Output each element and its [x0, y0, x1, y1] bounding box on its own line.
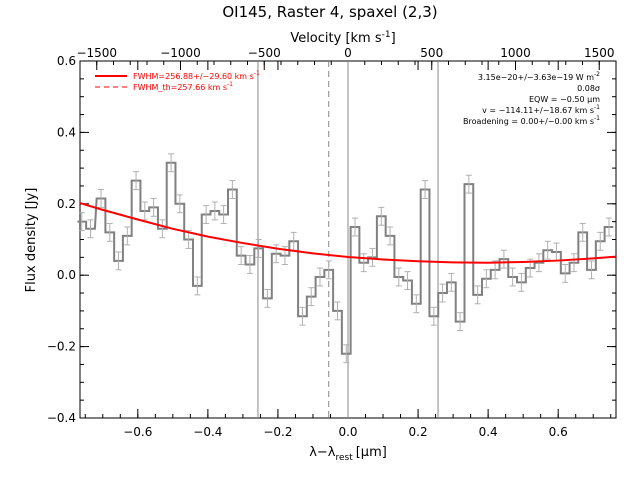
y-tick-label: 0.6 [57, 54, 76, 68]
annotation-text: v = −114.11+/−18.67 km s-1 [482, 104, 600, 115]
top-tick-label: −1000 [160, 46, 201, 60]
x-tick-label: −0.2 [263, 425, 292, 439]
top-tick-label: −1500 [76, 46, 117, 60]
top-tick-label: 500 [420, 46, 443, 60]
annotation-text: EQW = −0.50 μm [529, 95, 600, 104]
annotation-text: 0.08σ [577, 84, 600, 93]
top-tick-label: 1500 [584, 46, 615, 60]
x-tick-label: 0.0 [338, 425, 357, 439]
top-tick-label: 0 [344, 46, 352, 60]
legend-label: FWHM_th=257.66 km s-1 [133, 81, 233, 92]
y-axis-label: Flux density [Jy] [24, 188, 39, 293]
x-axis-label: λ−λrest [μm] [309, 445, 387, 463]
y-tick-label: 0.0 [57, 268, 76, 282]
top-tick-label: 1000 [500, 46, 531, 60]
y-tick-label: −0.4 [47, 411, 76, 425]
chart-title: OI145, Raster 4, spaxel (2,3) [222, 3, 437, 21]
flux-step-line [77, 161, 614, 355]
x-tick-label: −0.4 [193, 425, 222, 439]
x-tick-label: 0.4 [479, 425, 498, 439]
fit-curve [79, 202, 617, 264]
y-tick-label: 0.2 [57, 197, 76, 211]
annotation-text: Broadening = 0.00+/−0.00 km s-1 [463, 115, 600, 126]
top-tick-label: −500 [248, 46, 281, 60]
x-tick-label: 0.6 [549, 425, 568, 439]
y-tick-label: −0.2 [47, 340, 76, 354]
top-axis-label: Velocity [km s-1] [290, 30, 395, 46]
x-tick-label: 0.2 [409, 425, 428, 439]
y-tick-label: 0.4 [57, 125, 76, 139]
legend-label: FWHM=256.88+/−29.60 km s-1 [133, 70, 260, 81]
x-tick-label: −0.6 [123, 425, 152, 439]
annotation-text: 3.15e−20+/−3.63e−19 W m-2 [478, 71, 600, 82]
